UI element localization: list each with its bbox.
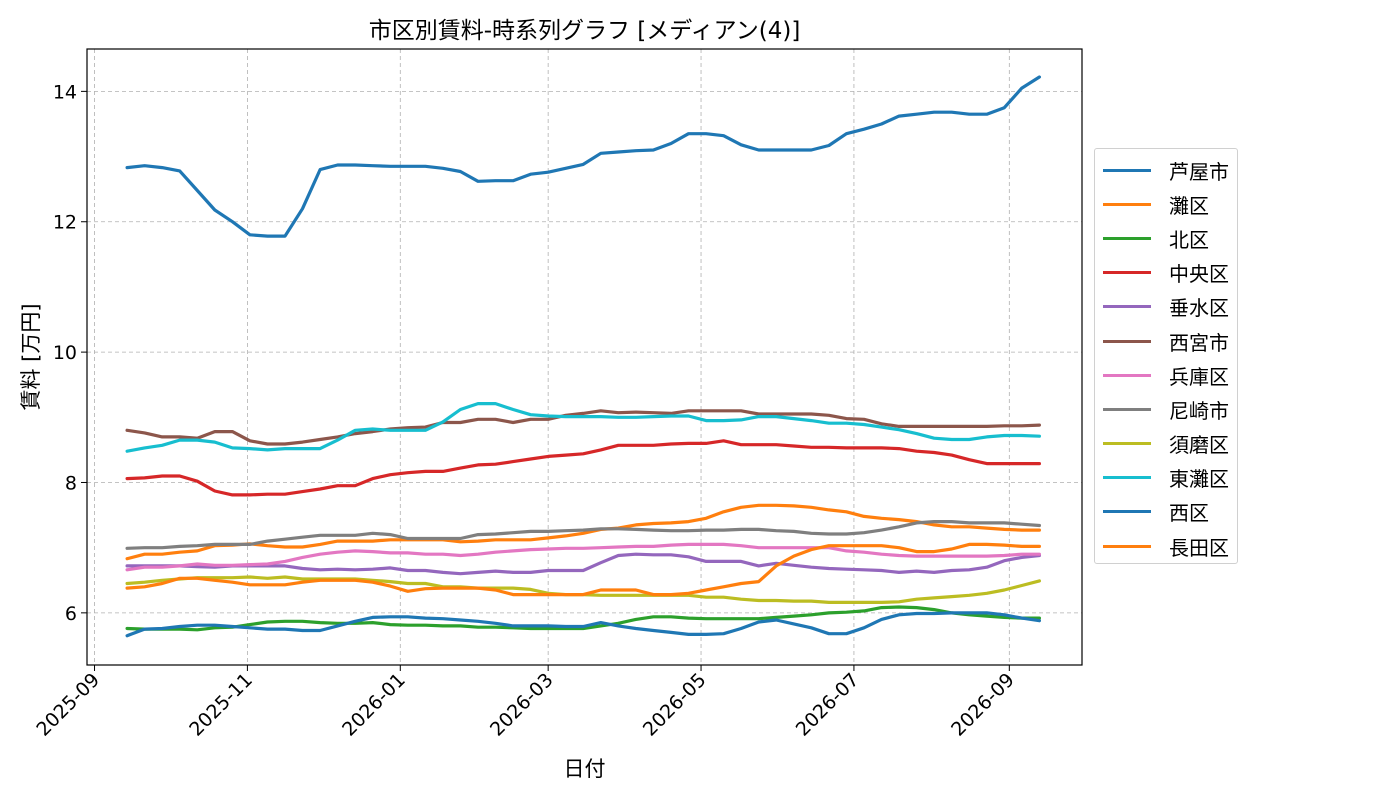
legend-item: 芦屋市	[1095, 153, 1237, 187]
legend-item: 中央区	[1095, 256, 1237, 290]
legend-label: 須磨区	[1169, 433, 1229, 458]
y-axis-label: 賃料 [万円]	[19, 303, 43, 410]
legend: 芦屋市灘区北区中央区垂水区西宮市兵庫区尼崎市須磨区東灘区西区長田区	[1094, 148, 1238, 564]
series-line-2	[125, 503, 1042, 561]
x-tick-label: 2026-09	[947, 669, 1019, 741]
x-tick-label: 2026-03	[486, 669, 558, 741]
x-tick-label: 2025-11	[185, 669, 257, 741]
legend-swatch	[1103, 510, 1151, 514]
chart-title: 市区別賃料-時系列グラフ [メディアン(4)]	[369, 18, 801, 44]
legend-label: 中央区	[1169, 262, 1229, 287]
legend-swatch	[1103, 373, 1151, 377]
legend-label: 北区	[1169, 227, 1209, 252]
legend-swatch	[1103, 271, 1151, 275]
y-tick-label: 8	[65, 472, 77, 494]
series-layer	[125, 75, 1042, 638]
legend-swatch	[1103, 236, 1151, 240]
plot-frame	[86, 48, 1083, 666]
legend-swatch	[1103, 476, 1151, 480]
y-tick-label: 14	[53, 81, 77, 103]
y-tick-label: 6	[65, 603, 77, 625]
series-line-8	[125, 519, 1042, 550]
axis-layer: 2025-09 2025-11 2026-01 2026-03 2026-05 2026-…	[32, 81, 1018, 740]
legend-item: 北区	[1095, 221, 1237, 255]
legend-swatch	[1103, 339, 1151, 343]
legend-label: 尼崎市	[1169, 398, 1229, 423]
y-tick-label: 10	[53, 342, 77, 364]
series-line-3	[125, 605, 1042, 632]
legend-item: 長田区	[1095, 529, 1237, 563]
series-line-6	[125, 409, 1042, 446]
legend-label: 西宮市	[1169, 330, 1229, 355]
x-tick-label: 2025-09	[32, 669, 104, 741]
legend-item: 尼崎市	[1095, 392, 1237, 426]
legend-label: 芦屋市	[1169, 159, 1229, 184]
legend-item: 須磨区	[1095, 427, 1237, 461]
legend-label: 東灘区	[1169, 467, 1229, 492]
series-line-7	[125, 542, 1042, 572]
series-line-5	[125, 552, 1042, 576]
x-tick-label: 2026-01	[338, 669, 410, 741]
x-tick-label: 2026-07	[792, 669, 864, 741]
legend-item: 垂水区	[1095, 290, 1237, 324]
legend-label: 西区	[1169, 501, 1209, 526]
x-tick-label: 2026-05	[639, 669, 711, 741]
legend-label: 兵庫区	[1169, 364, 1229, 389]
series-line-10	[125, 402, 1042, 453]
legend-swatch	[1103, 442, 1151, 446]
legend-swatch	[1103, 202, 1151, 206]
legend-item: 東灘区	[1095, 461, 1237, 495]
x-axis-label: 日付	[564, 757, 606, 781]
legend-swatch	[1103, 407, 1151, 411]
series-line-12	[125, 542, 1042, 597]
legend-label: 垂水区	[1169, 296, 1229, 321]
series-line-9	[125, 575, 1042, 605]
legend-item: 兵庫区	[1095, 358, 1237, 392]
legend-swatch	[1103, 544, 1151, 548]
legend-label: 灘区	[1169, 193, 1209, 218]
series-line-4	[125, 439, 1042, 497]
legend-label: 長田区	[1169, 535, 1229, 560]
legend-item: 西区	[1095, 495, 1237, 529]
y-tick-label: 12	[53, 212, 77, 234]
legend-swatch	[1103, 168, 1151, 172]
legend-item: 灘区	[1095, 187, 1237, 221]
series-line-1	[125, 75, 1042, 238]
legend-swatch	[1103, 305, 1151, 309]
series-line-11	[125, 611, 1042, 638]
legend-item: 西宮市	[1095, 324, 1237, 358]
